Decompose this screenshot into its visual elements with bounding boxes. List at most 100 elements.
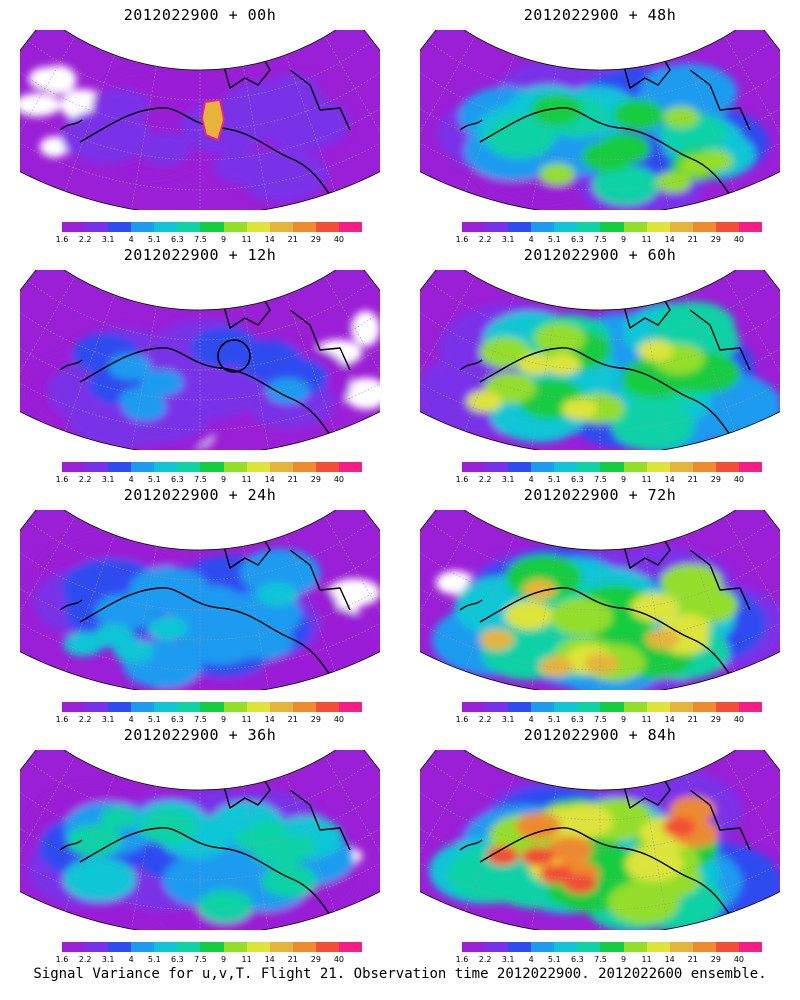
colorbar-tick-label: 9: [620, 715, 627, 724]
variance-map: [20, 510, 380, 690]
colorbar-swatch: [531, 942, 555, 952]
colorbar-tick-label: 14: [664, 475, 675, 484]
colorbar-swatch: [715, 702, 740, 712]
colorbar-tick-label: 5.1: [547, 475, 561, 484]
colorbar-swatch: [508, 942, 532, 952]
colorbar-tick-label: 14: [264, 955, 275, 964]
colorbar-swatch: [600, 942, 625, 952]
colorbar-swatch: [669, 702, 694, 712]
colorbar-tick-label: 2.2: [78, 955, 92, 964]
colorbar-tick-label: 6.3: [171, 235, 184, 244]
colorbar-tick-label: 1.6: [455, 235, 469, 244]
colorbar-swatch: [554, 462, 578, 472]
colorbar-swatch: [623, 222, 648, 232]
colorbar-swatch: [246, 702, 271, 712]
colorbar-swatch: [577, 942, 601, 952]
colorbar-swatch: [738, 942, 763, 952]
colorbar-swatch: [223, 702, 248, 712]
colorbar-tick-label: 6.3: [171, 715, 184, 724]
colorbar-tick-label: 9: [620, 475, 627, 484]
colorbar-tick-label: 11: [241, 715, 252, 724]
colorbar-swatch: [200, 942, 225, 952]
colorbar-swatch: [738, 702, 763, 712]
colorbar-tick-label: 1.6: [455, 715, 469, 724]
variance-map: [420, 30, 780, 210]
colorbar-swatch: [315, 462, 340, 472]
colorbar-tick-label: 1.6: [55, 955, 69, 964]
colorbar-swatch: [462, 462, 486, 472]
colorbar-swatch: [85, 702, 109, 712]
colorbar-swatch: [600, 222, 625, 232]
variance-map: [420, 750, 780, 930]
forecast-panel: 2012022900 + 12h 1.6 2.2 3.1 4 5.1 6.3 7.5 9 11 14…: [0, 240, 400, 485]
colorbar-tick-label: 11: [241, 235, 252, 244]
colorbar-swatch: [646, 942, 671, 952]
colorbar-tick-label: 2.2: [478, 475, 492, 484]
colorbar-tick-label: 3.1: [101, 235, 115, 244]
colorbar-swatch: [669, 462, 694, 472]
colorbar-tick-label: 1.6: [55, 235, 69, 244]
colorbar-tick-label: 6.3: [171, 475, 184, 484]
colorbar-tick-label: 3.1: [101, 715, 115, 724]
colorbar: 1.6 2.2 3.1 4 5.1 6.3 7.5 9 11 14 21 29 40: [456, 222, 763, 244]
colorbar-tick-label: 9: [220, 955, 227, 964]
colorbar-tick-label: 4: [528, 235, 534, 244]
colorbar-tick-label: 6.3: [571, 955, 584, 964]
colorbar-swatch: [315, 702, 340, 712]
colorbar-swatch: [108, 462, 132, 472]
colorbar-tick-label: 2.2: [78, 475, 92, 484]
panel-title: 2012022900 + 60h: [523, 246, 677, 264]
colorbar-swatch: [154, 942, 178, 952]
figure-caption: Signal Variance for u,v,T. Flight 21. Ob…: [33, 966, 767, 982]
colorbar-swatch: [646, 702, 671, 712]
colorbar-swatch: [462, 942, 486, 952]
colorbar-swatch: [600, 702, 625, 712]
colorbar-swatch: [462, 222, 486, 232]
colorbar-swatch: [338, 222, 363, 232]
colorbar-tick-label: 29: [710, 955, 721, 964]
colorbar-swatch: [154, 702, 178, 712]
colorbar-swatch: [108, 222, 132, 232]
colorbar-tick-label: 40: [733, 715, 745, 724]
colorbar-tick-label: 29: [310, 475, 321, 484]
colorbar-tick-label: 1.6: [455, 475, 469, 484]
colorbar-swatch: [223, 462, 248, 472]
colorbar-tick-label: 4: [128, 235, 134, 244]
colorbar-tick-label: 29: [710, 235, 721, 244]
panel-title: 2012022900 + 24h: [123, 486, 277, 504]
colorbar-tick-label: 14: [264, 235, 275, 244]
colorbar-tick-label: 5.1: [547, 235, 561, 244]
forecast-panel: 2012022900 + 36h 1.6 2.2 3.1 4 5.1 6.3 7.5 9 11 14…: [0, 720, 400, 965]
colorbar-swatch: [692, 222, 717, 232]
variance-map: [420, 510, 780, 690]
colorbar-tick-label: 21: [287, 715, 298, 724]
panel-title: 2012022900 + 72h: [523, 486, 677, 504]
colorbar-swatch: [577, 222, 601, 232]
observation-circle: [217, 339, 251, 373]
colorbar-swatch: [131, 942, 155, 952]
colorbar-tick-label: 5.1: [547, 955, 561, 964]
colorbar-tick-label: 9: [220, 475, 227, 484]
colorbar-tick-label: 7.5: [594, 235, 607, 244]
colorbar-tick-label: 40: [333, 715, 345, 724]
panel-title: 2012022900 + 36h: [123, 726, 277, 744]
colorbar-tick-label: 14: [664, 235, 675, 244]
colorbar-tick-label: 7.5: [194, 955, 207, 964]
colorbar-tick-label: 2.2: [478, 715, 492, 724]
colorbar: 1.6 2.2 3.1 4 5.1 6.3 7.5 9 11 14 21 29 40: [456, 702, 763, 724]
colorbar-swatch: [85, 942, 109, 952]
colorbar-swatch: [738, 222, 763, 232]
colorbar-swatch: [292, 702, 317, 712]
hotspot-marker: [201, 98, 225, 142]
colorbar-swatch: [62, 942, 86, 952]
colorbar-swatch: [692, 462, 717, 472]
colorbar-swatch: [485, 462, 509, 472]
colorbar-tick-label: 6.3: [571, 715, 584, 724]
variance-map: [20, 30, 380, 210]
colorbar-swatch: [508, 702, 532, 712]
colorbar-swatch: [85, 462, 109, 472]
colorbar-tick-label: 1.6: [55, 715, 69, 724]
panel-title: 2012022900 + 48h: [523, 6, 677, 24]
panel-title: 2012022900 + 12h: [123, 246, 277, 264]
colorbar-swatch: [62, 222, 86, 232]
